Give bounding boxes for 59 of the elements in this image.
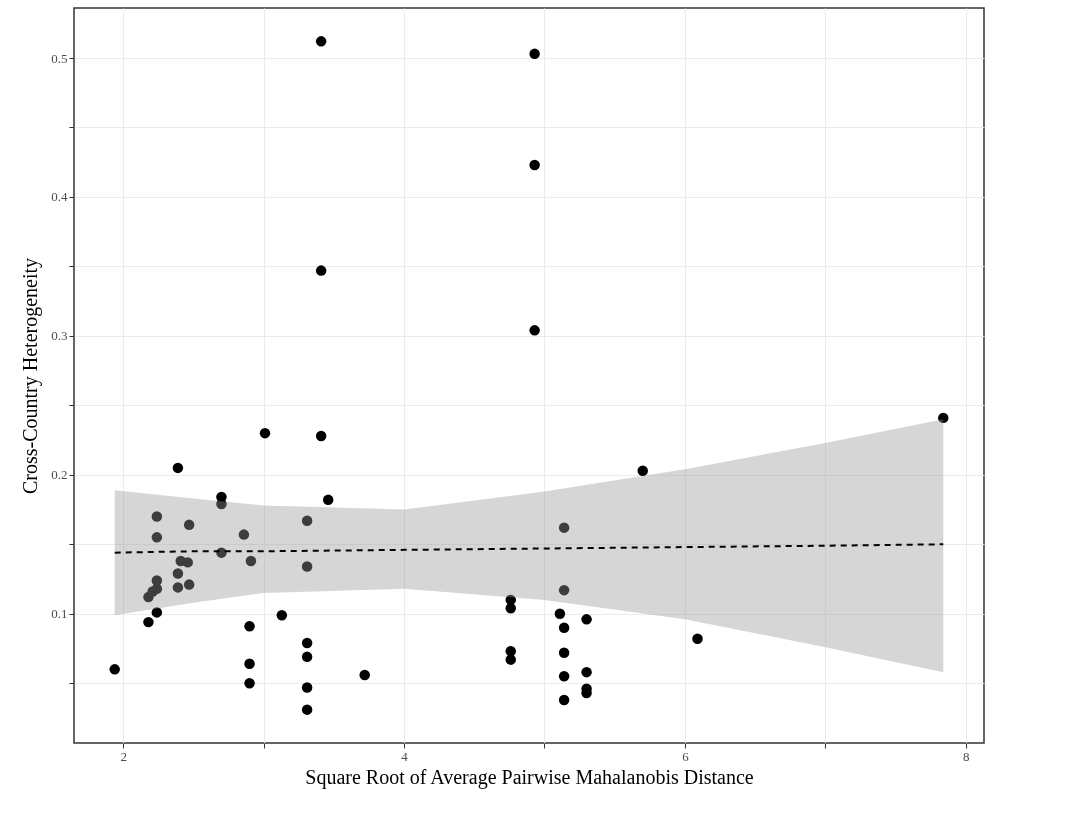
- point: [151, 511, 163, 522]
- point: [301, 704, 313, 715]
- y-tick-label: 0.4: [51, 189, 68, 205]
- point: [692, 633, 703, 645]
- line-series: [113, 543, 945, 554]
- point: [301, 637, 313, 649]
- y-tick-label: 0.5: [51, 50, 68, 66]
- point: [172, 568, 184, 579]
- point: [301, 682, 313, 693]
- y-axis-title: Cross-Country Heterogeneity: [19, 257, 43, 495]
- x-tick-label: 4: [401, 748, 409, 764]
- x-tick-label: 8: [962, 748, 970, 764]
- point: [172, 582, 184, 593]
- x-tick-label: 2: [120, 748, 127, 764]
- point: [558, 522, 570, 533]
- point: [143, 616, 154, 628]
- point: [301, 651, 313, 663]
- point: [301, 561, 313, 572]
- point: [554, 608, 566, 620]
- point: [182, 557, 193, 568]
- y-tick-label: 0.2: [51, 467, 68, 483]
- point: [172, 462, 184, 474]
- point: [529, 48, 540, 60]
- x-tick-label: 6: [682, 748, 690, 764]
- point: [315, 265, 327, 276]
- point: [322, 494, 334, 506]
- point: [151, 532, 163, 543]
- point: [637, 465, 648, 476]
- point: [581, 666, 592, 678]
- point: [558, 584, 570, 596]
- point: [529, 325, 540, 336]
- point: [245, 555, 257, 567]
- point: [183, 579, 195, 590]
- point: [244, 678, 255, 689]
- point: [558, 671, 570, 682]
- y-tick-label: 0.1: [51, 606, 68, 622]
- point: [558, 647, 570, 658]
- point: [581, 614, 592, 625]
- point: [529, 159, 540, 171]
- point: [238, 529, 250, 540]
- point: [259, 427, 271, 439]
- point: [216, 547, 227, 558]
- point: [558, 622, 570, 633]
- point: [244, 621, 255, 632]
- point: [301, 515, 313, 526]
- point: [109, 664, 120, 675]
- point: [315, 430, 327, 442]
- point: [505, 654, 516, 665]
- point: [938, 412, 949, 424]
- point: [147, 586, 158, 597]
- point: [276, 609, 288, 621]
- y-tick-label: 0.3: [51, 328, 68, 344]
- point: [359, 669, 370, 681]
- x-axis-title: Square Root of Average Pairwise Mahalanobis Distance: [305, 765, 754, 789]
- point: [558, 694, 570, 706]
- point: [244, 658, 255, 670]
- point: [315, 36, 327, 47]
- point: [151, 607, 163, 618]
- point: [183, 519, 195, 531]
